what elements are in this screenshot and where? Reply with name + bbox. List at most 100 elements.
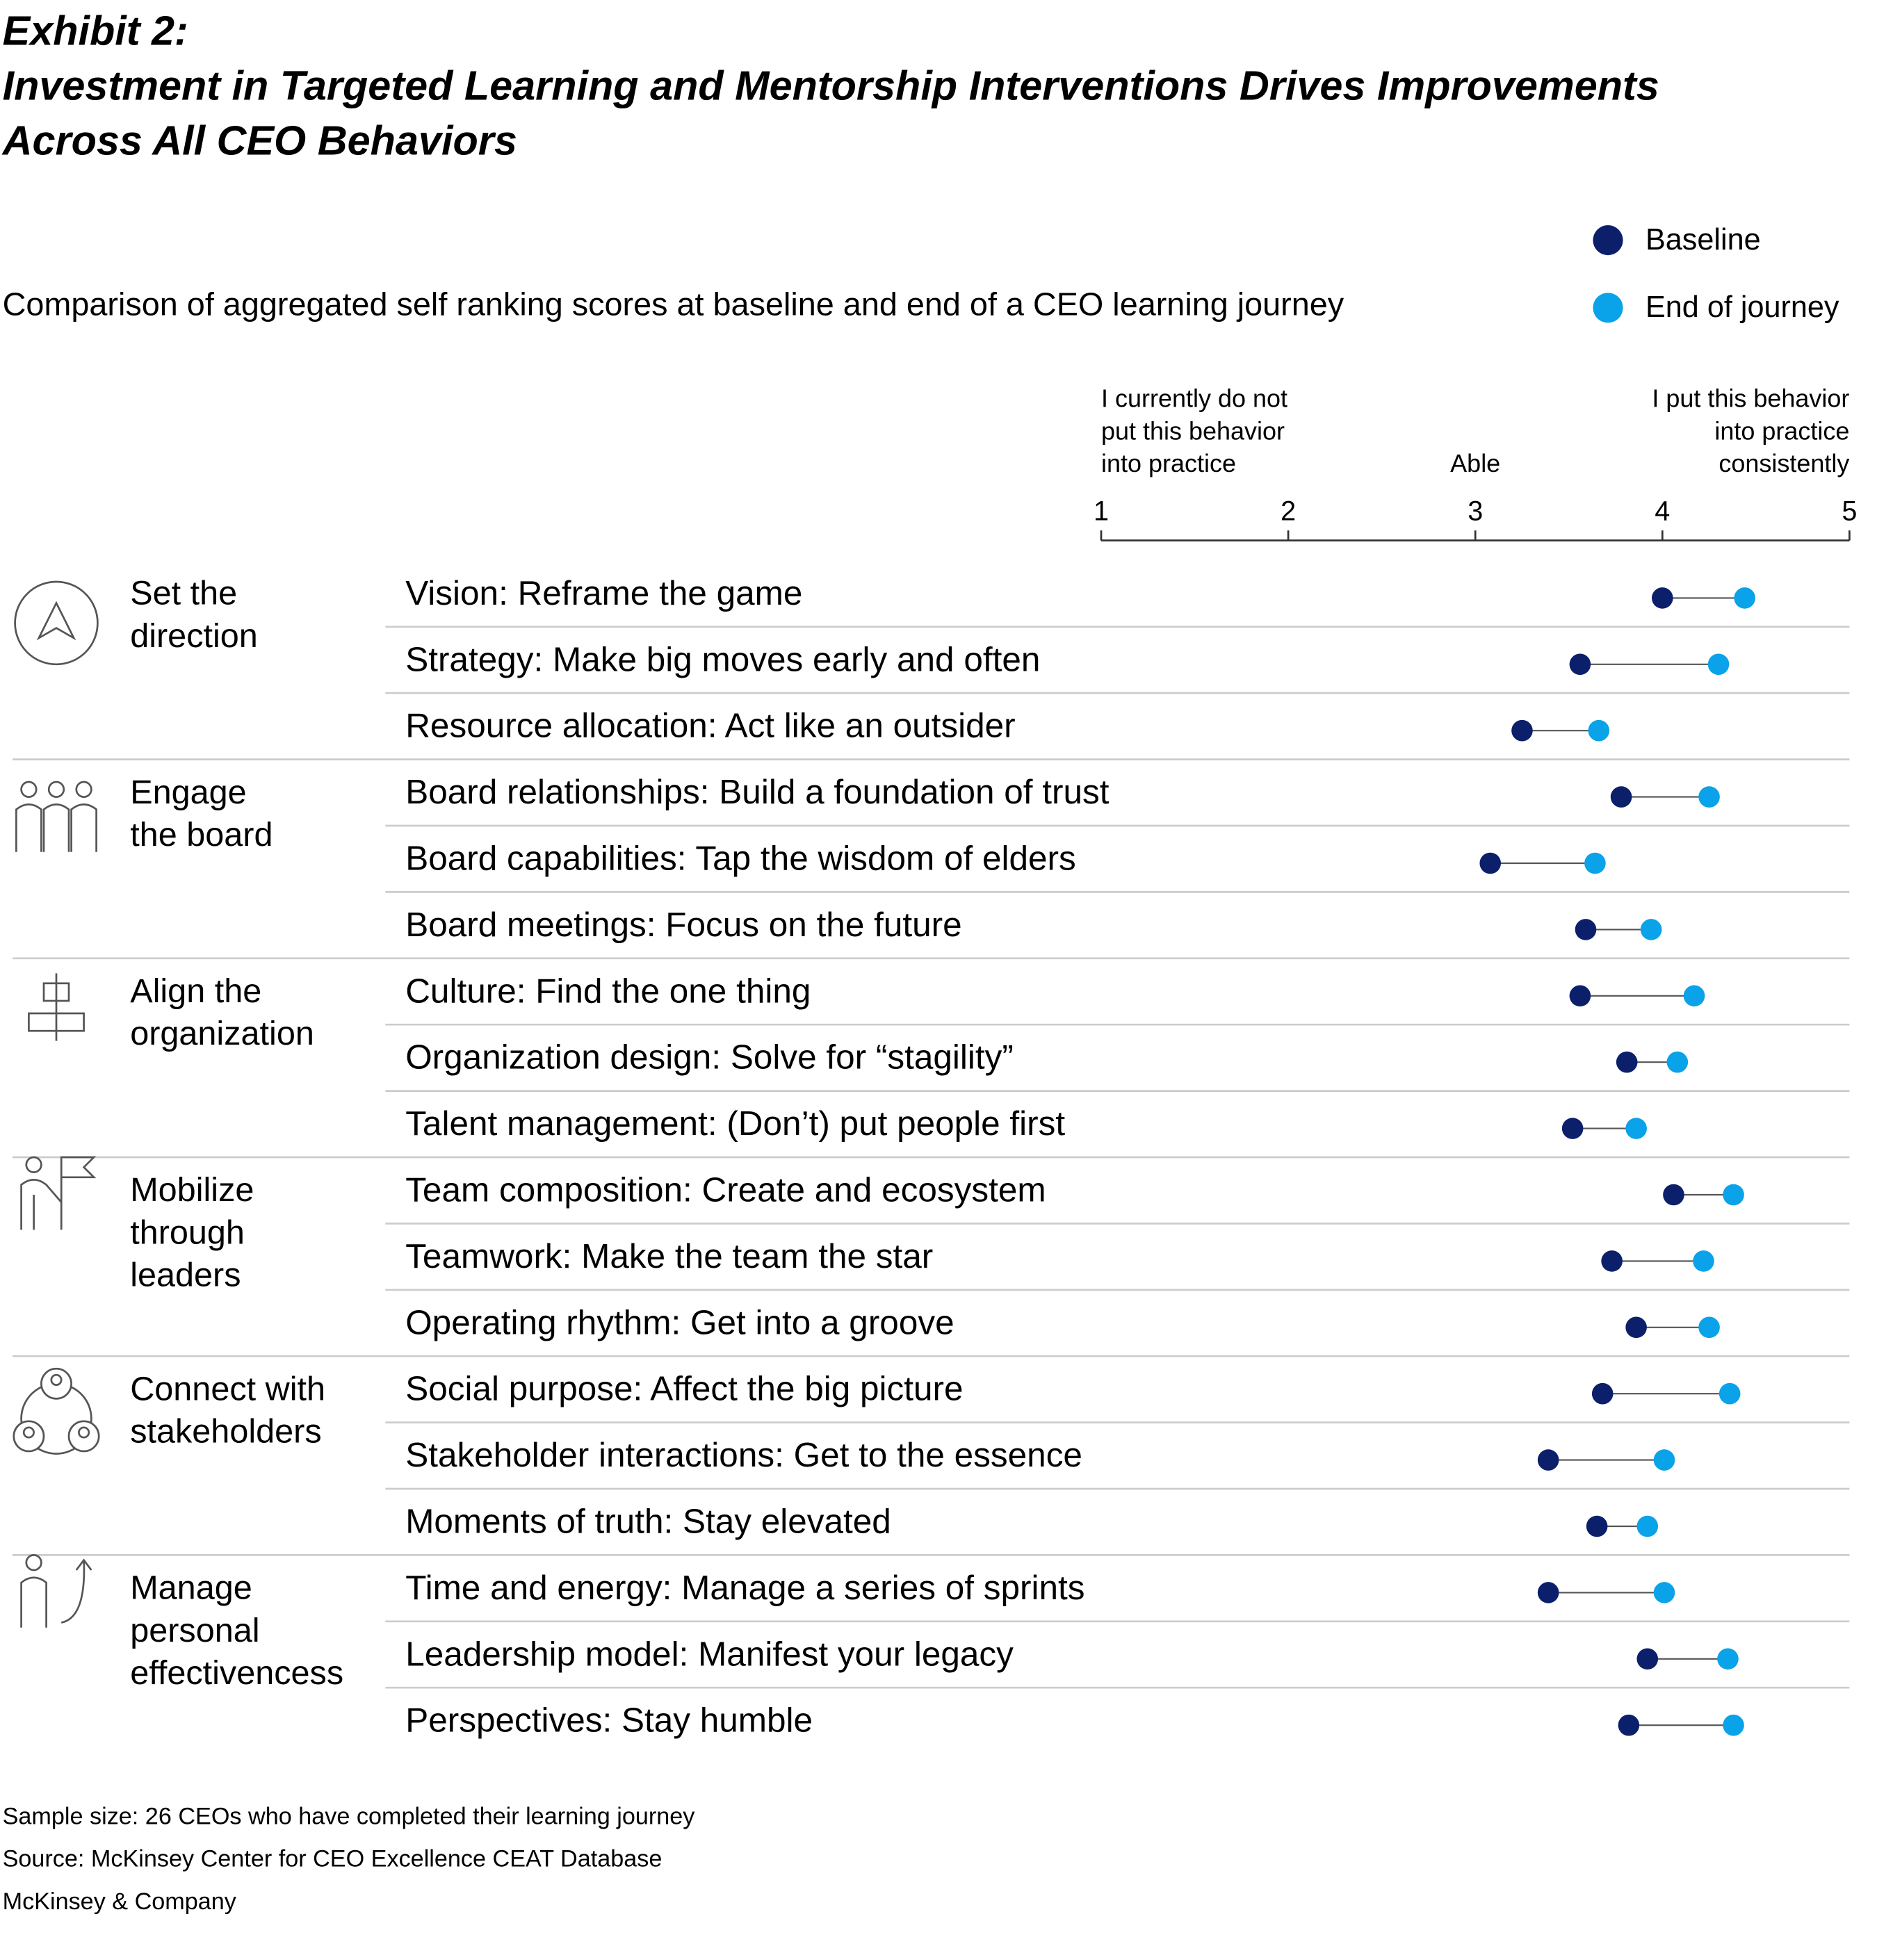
dot — [1601, 1250, 1623, 1272]
group-label: organization — [130, 1015, 314, 1052]
dot — [1616, 1051, 1638, 1073]
group-icon — [20, 781, 38, 798]
axis-annotation: Able — [1450, 449, 1500, 477]
x-tick-label: 4 — [1655, 496, 1670, 526]
axis-annotation: I put this behavior — [1652, 384, 1849, 412]
dot — [1723, 1714, 1744, 1736]
dot — [1666, 1051, 1689, 1073]
group-icon — [47, 781, 65, 798]
category-label: Talent management: (Don’t) put people fi… — [405, 1104, 1065, 1143]
dot — [1636, 1648, 1659, 1670]
dot — [1653, 1449, 1675, 1471]
dot — [1586, 1515, 1608, 1537]
group-icon — [75, 781, 92, 798]
footnote: McKinsey & Company — [3, 1888, 237, 1915]
category-label: Board capabilities: Tap the wisdom of el… — [405, 839, 1076, 877]
group-icon — [15, 803, 42, 852]
dot — [1569, 985, 1591, 1007]
chart-title: Exhibit 2: — [3, 7, 188, 54]
group-icon — [25, 1554, 42, 1571]
dot — [1718, 1382, 1741, 1405]
category-label: Perspectives: Stay humble — [405, 1701, 813, 1740]
group-icon — [28, 1012, 85, 1032]
group-icon — [70, 803, 97, 852]
group-label: personal — [130, 1612, 259, 1649]
x-tick-label: 2 — [1281, 496, 1296, 526]
category-label: Organization design: Solve for “stagilit… — [405, 1038, 1014, 1077]
group-label: Engage — [130, 774, 247, 811]
dot — [1584, 852, 1606, 874]
category-label: Board meetings: Focus on the future — [405, 906, 961, 944]
category-label: Operating rhythm: Get into a groove — [405, 1303, 954, 1341]
group-label: Set the — [130, 575, 237, 612]
dot — [1591, 1382, 1614, 1405]
dot — [1511, 719, 1533, 742]
category-label: Strategy: Make big moves early and often — [405, 640, 1040, 678]
dot — [1588, 719, 1610, 742]
group-icon — [78, 1426, 90, 1439]
group-label: effectivencess — [130, 1654, 343, 1692]
group-icon — [20, 1558, 92, 1628]
group-label: Align the — [130, 972, 261, 1010]
category-label: Board relationships: Build a foundation … — [405, 773, 1110, 811]
category-label: Resource allocation: Act like an outside… — [405, 707, 1015, 745]
dot — [1625, 1316, 1647, 1339]
legend-label: End of journey — [1646, 291, 1839, 324]
footnote: Source: McKinsey Center for CEO Excellen… — [3, 1846, 663, 1872]
dot — [1640, 919, 1662, 940]
group-icon — [13, 1420, 45, 1453]
legend-label: Baseline — [1646, 223, 1761, 256]
footnote: Sample size: 26 CEOs who have completed … — [3, 1803, 696, 1829]
category-label: Vision: Reframe the game — [405, 574, 802, 612]
group-icon — [20, 1156, 97, 1230]
legend-marker — [1593, 224, 1623, 256]
category-label: Social purpose: Affect the big picture — [405, 1370, 963, 1408]
x-tick-label: 3 — [1468, 496, 1483, 526]
dot — [1575, 919, 1597, 940]
subtitle: Comparison of aggregated self ranking sc… — [3, 286, 1344, 322]
group-icon — [36, 601, 76, 641]
dot — [1693, 1250, 1714, 1272]
group-icon — [25, 1156, 42, 1173]
group-label: Manage — [130, 1569, 252, 1607]
group-icon — [42, 982, 70, 1002]
chart-title: Investment in Targeted Learning and Ment… — [3, 62, 1659, 108]
group-icon — [22, 1426, 35, 1439]
axis-annotation: into practice — [1714, 416, 1849, 445]
x-tick-label: 5 — [1842, 496, 1857, 526]
x-tick-label: 1 — [1094, 496, 1109, 526]
dot — [1569, 653, 1591, 676]
dot — [1707, 653, 1730, 676]
dot — [1479, 852, 1502, 874]
group-label: Connect with — [130, 1370, 325, 1407]
dot — [1610, 786, 1632, 808]
group-icon — [67, 1420, 100, 1453]
dot — [1651, 587, 1673, 609]
group-label: direction — [130, 617, 258, 655]
legend-marker — [1593, 293, 1623, 323]
group-icon — [42, 803, 70, 852]
dot — [1683, 985, 1705, 1007]
dot — [1698, 786, 1720, 808]
category-label: Team composition: Create and ecosystem — [405, 1170, 1046, 1209]
group-label: through — [130, 1214, 245, 1251]
dot — [1561, 1118, 1584, 1139]
axis-annotation: I currently do not — [1101, 384, 1287, 412]
group-label: leaders — [130, 1257, 241, 1294]
dot — [1625, 1118, 1647, 1139]
category-label: Leadership model: Manifest your legacy — [405, 1635, 1014, 1673]
category-label: Teamwork: Make the team the star — [405, 1237, 933, 1275]
dot — [1537, 1582, 1559, 1603]
category-label: Culture: Find the one thing — [405, 972, 811, 1010]
dot — [1618, 1714, 1640, 1736]
dot — [1653, 1582, 1675, 1603]
group-icon — [50, 1373, 63, 1386]
group-label: the board — [130, 816, 273, 854]
chart-title: Across All CEO Behaviors — [1, 117, 517, 164]
dot — [1636, 1515, 1659, 1537]
dot — [1717, 1648, 1739, 1670]
axis-annotation: into practice — [1101, 449, 1236, 477]
dot — [1698, 1316, 1720, 1339]
category-label: Moments of truth: Stay elevated — [405, 1502, 891, 1540]
